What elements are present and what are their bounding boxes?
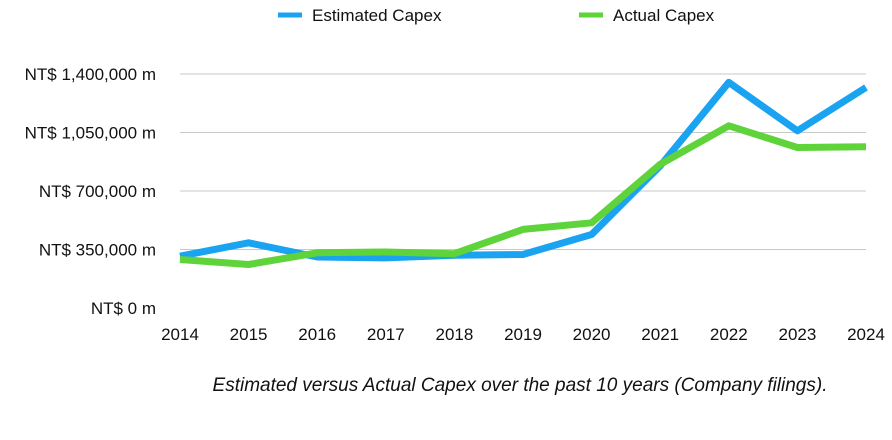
x-tick-label: 2022 [710,325,748,344]
chart-caption: Estimated versus Actual Capex over the p… [212,375,828,396]
x-tick-label: 2023 [778,325,816,344]
series-line-actual-capex [179,122,867,268]
x-tick-label: 2021 [641,325,679,344]
legend-label: Estimated Capex [312,6,442,25]
x-tick-label: 2018 [435,325,473,344]
x-tick-label: 2020 [573,325,611,344]
x-tick-label: 2017 [367,325,405,344]
y-tick-label: NT$ 1,400,000 m [25,65,156,84]
x-tick-label: 2019 [504,325,542,344]
y-tick-label: NT$ 700,000 m [39,182,156,201]
x-tick-label: 2015 [230,325,268,344]
y-tick-label: NT$ 1,050,000 m [25,124,156,143]
legend-label: Actual Capex [613,6,715,25]
x-tick-label: 2014 [161,325,199,344]
y-tick-label: NT$ 0 m [91,299,156,318]
x-tick-label: 2024 [847,325,885,344]
line-chart: NT$ 0 m NT$ 350,000 m NT$ 700,000 m NT$ 1,0… [25,6,885,344]
x-tick-label: 2016 [298,325,336,344]
y-tick-label: NT$ 350,000 m [39,241,156,260]
